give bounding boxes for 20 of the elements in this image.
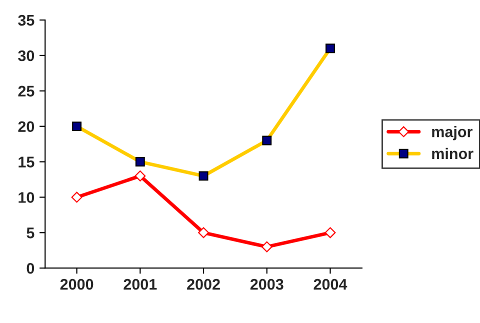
y-tick-label: 35 (18, 14, 34, 26)
x-tick-label: 2000 (60, 278, 94, 290)
y-tick-label: 20 (18, 121, 34, 132)
y-tick-label: 30 (18, 50, 34, 62)
point (71, 192, 82, 203)
y-tick-label: 0 (26, 262, 34, 274)
legend-label: major (432, 126, 472, 140)
x-tick-label: 2003 (250, 278, 284, 290)
point (134, 170, 146, 182)
y-tick-label: 5 (26, 228, 34, 238)
point (261, 241, 272, 252)
legend-label: minor (432, 148, 474, 160)
y-tick-label: 10 (18, 192, 34, 203)
y-tick-label: 25 (18, 86, 34, 97)
point (324, 227, 336, 238)
x-tick-label: 2002 (187, 278, 220, 290)
point (198, 227, 209, 238)
y-tick-label: 15 (18, 156, 34, 168)
x-tick-label: 2001 (124, 278, 157, 290)
x-tick-label: 2004 (314, 278, 348, 290)
